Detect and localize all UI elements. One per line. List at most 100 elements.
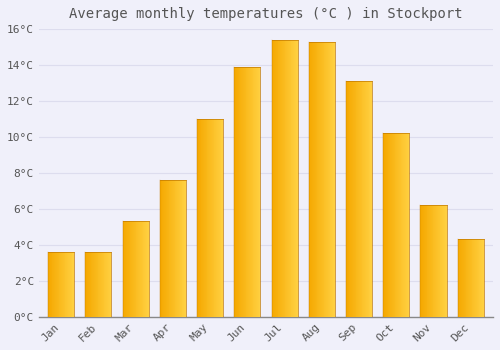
Bar [63, 252, 64, 317]
Bar [468, 239, 469, 317]
Bar [328, 42, 330, 317]
Bar [281, 40, 282, 317]
Bar [54, 252, 55, 317]
Bar [165, 180, 166, 317]
Bar [255, 67, 256, 317]
Bar [238, 67, 240, 317]
Bar [356, 81, 358, 317]
Bar [367, 81, 368, 317]
Bar [57, 252, 58, 317]
Bar [199, 119, 200, 317]
Bar [438, 205, 440, 317]
Bar [294, 40, 295, 317]
Bar [102, 252, 104, 317]
Bar [469, 239, 470, 317]
Bar [108, 252, 109, 317]
Bar [330, 42, 332, 317]
Bar [217, 119, 218, 317]
Bar [398, 133, 399, 317]
Bar [96, 252, 98, 317]
Bar [462, 239, 463, 317]
Bar [318, 42, 319, 317]
Bar [425, 205, 426, 317]
Bar [142, 222, 144, 317]
Bar [101, 252, 102, 317]
Bar [346, 81, 347, 317]
Bar [483, 239, 484, 317]
Bar [443, 205, 444, 317]
Bar [348, 81, 350, 317]
Bar [315, 42, 316, 317]
Bar [214, 119, 216, 317]
Bar [362, 81, 364, 317]
Bar [136, 222, 138, 317]
Bar [312, 42, 313, 317]
Bar [242, 67, 243, 317]
Bar [434, 205, 435, 317]
Bar [371, 81, 372, 317]
Bar [350, 81, 351, 317]
Bar [127, 222, 128, 317]
Bar [122, 222, 124, 317]
Bar [274, 40, 275, 317]
Bar [222, 119, 223, 317]
Bar [481, 239, 482, 317]
Bar [240, 67, 241, 317]
Bar [444, 205, 445, 317]
Bar [361, 81, 362, 317]
Bar [244, 67, 246, 317]
Bar [218, 119, 219, 317]
Bar [98, 252, 99, 317]
Bar [282, 40, 283, 317]
Bar [174, 180, 176, 317]
Bar [132, 222, 133, 317]
Bar [432, 205, 434, 317]
Bar [140, 222, 141, 317]
Bar [319, 42, 320, 317]
Bar [283, 40, 284, 317]
Bar [89, 252, 90, 317]
Bar [278, 40, 280, 317]
Bar [403, 133, 404, 317]
Bar [126, 222, 127, 317]
Bar [104, 252, 106, 317]
Bar [316, 42, 318, 317]
Bar [204, 119, 205, 317]
Bar [384, 133, 385, 317]
Bar [353, 81, 354, 317]
Bar [420, 205, 422, 317]
Bar [87, 252, 88, 317]
Bar [182, 180, 184, 317]
Bar [171, 180, 172, 317]
Bar [67, 252, 68, 317]
Bar [422, 205, 423, 317]
Bar [164, 180, 165, 317]
Bar [314, 42, 315, 317]
Bar [388, 133, 390, 317]
Bar [423, 205, 424, 317]
Bar [134, 222, 136, 317]
Bar [162, 180, 164, 317]
Bar [167, 180, 168, 317]
Bar [219, 119, 220, 317]
Title: Average monthly temperatures (°C ) in Stockport: Average monthly temperatures (°C ) in St… [69, 7, 462, 21]
Bar [60, 252, 61, 317]
Bar [130, 222, 132, 317]
Bar [52, 252, 54, 317]
Bar [480, 239, 481, 317]
Bar [313, 42, 314, 317]
Bar [107, 252, 108, 317]
Bar [478, 239, 480, 317]
Bar [322, 42, 324, 317]
Bar [476, 239, 477, 317]
Bar [426, 205, 428, 317]
Bar [364, 81, 365, 317]
Bar [359, 81, 360, 317]
Bar [296, 40, 298, 317]
Bar [211, 119, 212, 317]
Bar [308, 42, 310, 317]
Bar [198, 119, 199, 317]
Bar [200, 119, 202, 317]
Bar [437, 205, 438, 317]
Bar [185, 180, 186, 317]
